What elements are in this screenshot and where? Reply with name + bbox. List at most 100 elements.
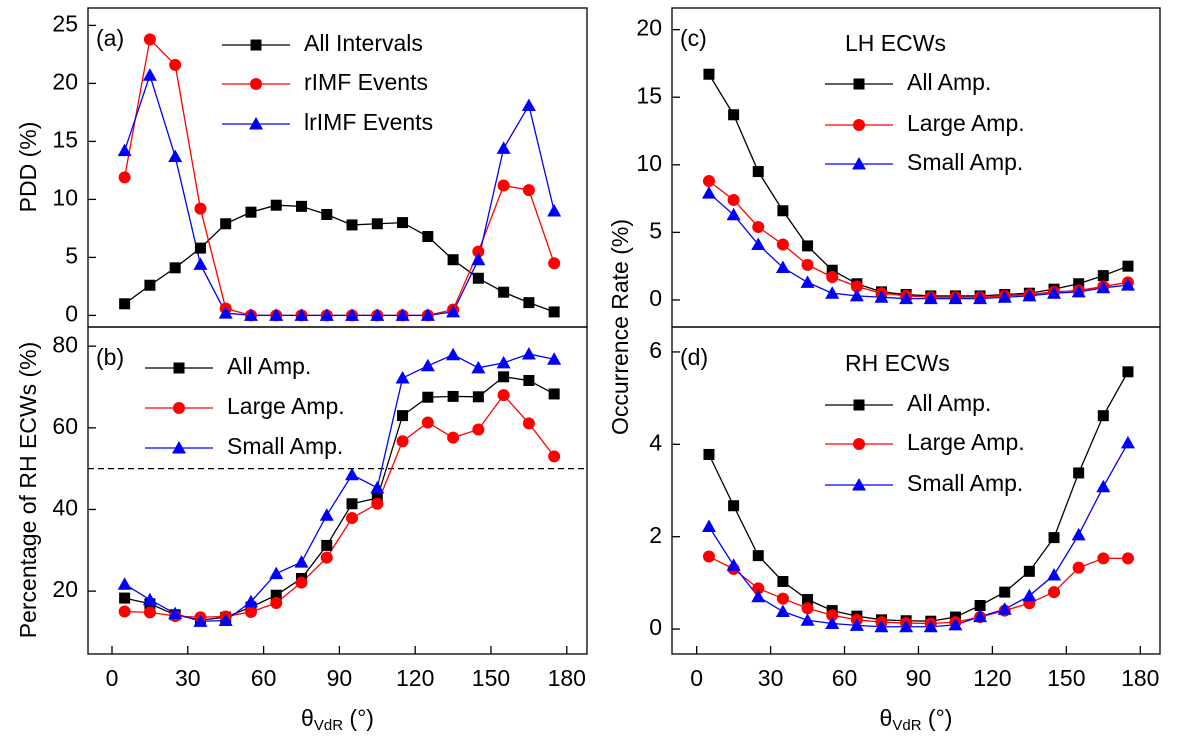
x-label-subscript: VdR: [314, 717, 343, 734]
marker: [218, 613, 233, 627]
marker: [421, 416, 434, 429]
x-tick-label: 150: [1047, 665, 1085, 691]
marker: [751, 589, 766, 603]
legend-marker: [853, 78, 865, 90]
series-line: [708, 192, 1129, 300]
marker: [395, 371, 410, 384]
legend-marker: [852, 157, 866, 170]
legend-label: All Amp.: [907, 69, 991, 95]
marker: [319, 508, 334, 521]
marker: [521, 346, 536, 360]
marker: [319, 308, 334, 321]
y-tick-label: 80: [52, 331, 78, 357]
marker: [826, 609, 839, 622]
marker: [728, 109, 740, 121]
x-tick-label: 180: [1121, 665, 1159, 691]
marker: [395, 308, 410, 321]
marker: [269, 308, 284, 321]
marker: [294, 308, 309, 321]
y-tick-label: 6: [649, 337, 662, 363]
marker: [702, 550, 715, 563]
x-tick-label: 90: [906, 665, 932, 691]
marker: [244, 605, 257, 618]
marker: [471, 252, 486, 266]
x-tick-label: 120: [973, 665, 1011, 691]
marker: [496, 141, 511, 154]
marker: [800, 275, 815, 288]
marker: [826, 270, 839, 283]
marker: [345, 308, 360, 321]
y-tick-label: 20: [52, 576, 78, 602]
marker: [825, 616, 840, 630]
marker: [472, 245, 485, 258]
marker: [1022, 588, 1037, 602]
series-line: [124, 394, 555, 618]
y-tick-label: 40: [52, 495, 78, 521]
marker: [547, 352, 562, 365]
x-tick-label: 30: [758, 665, 784, 691]
legend-label: rIMF Events: [304, 69, 428, 95]
marker: [899, 619, 914, 633]
marker: [422, 231, 434, 243]
marker: [523, 374, 535, 386]
marker: [420, 358, 435, 372]
marker: [752, 550, 764, 562]
marker: [194, 202, 207, 215]
marker: [447, 390, 459, 402]
y-tick-label: 20: [52, 68, 78, 94]
marker: [547, 204, 562, 217]
marker: [548, 388, 560, 400]
marker: [496, 355, 511, 369]
marker: [923, 619, 938, 633]
marker: [472, 391, 484, 403]
marker: [775, 604, 790, 618]
marker: [370, 308, 385, 321]
legend-marker: [853, 119, 865, 131]
legend-marker: [249, 117, 263, 130]
x-tick-label: 90: [327, 665, 353, 691]
marker: [498, 286, 510, 298]
marker: [522, 417, 535, 430]
marker: [142, 592, 157, 606]
legend-marker: [250, 39, 262, 51]
marker: [775, 260, 790, 274]
marker: [245, 206, 257, 218]
marker: [997, 602, 1012, 615]
marker: [220, 218, 232, 230]
marker: [1071, 527, 1086, 541]
marker: [801, 602, 814, 615]
marker: [726, 558, 741, 571]
legend-marker: [173, 402, 185, 414]
marker: [168, 149, 183, 162]
marker: [270, 589, 282, 601]
marker: [295, 576, 308, 589]
marker: [973, 291, 988, 305]
legend-label: lrIMF Events: [304, 109, 433, 135]
marker: [703, 448, 715, 460]
marker: [1120, 278, 1135, 291]
y-tick-label: 25: [52, 10, 78, 36]
marker: [776, 592, 789, 605]
marker: [144, 279, 156, 291]
marker: [850, 280, 863, 293]
marker: [974, 600, 986, 612]
marker: [548, 306, 560, 318]
marker: [119, 592, 131, 604]
marker: [752, 220, 765, 233]
marker: [899, 291, 914, 305]
x-label-subscript: VdR: [892, 717, 921, 734]
legend-marker: [852, 478, 866, 491]
marker: [522, 184, 535, 197]
marker: [420, 308, 435, 321]
marker: [194, 242, 206, 254]
x-label-unit: (°): [922, 705, 953, 731]
y-tick-label: 5: [649, 217, 662, 243]
marker: [193, 614, 208, 627]
x-tick-label: 120: [396, 665, 434, 691]
marker: [168, 606, 183, 620]
series-line: [708, 442, 1129, 628]
marker: [346, 512, 359, 525]
marker: [472, 423, 485, 436]
marker: [973, 609, 988, 623]
marker: [1121, 552, 1134, 565]
